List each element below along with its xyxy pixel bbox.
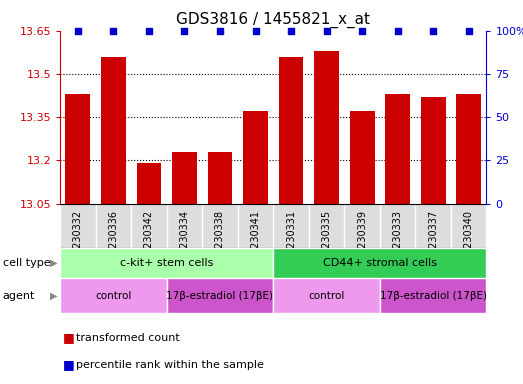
Point xyxy=(429,28,437,34)
Text: transformed count: transformed count xyxy=(76,333,179,343)
Text: cell type: cell type xyxy=(3,258,50,268)
Text: GSM230336: GSM230336 xyxy=(108,210,118,269)
Point xyxy=(252,28,260,34)
Text: GSM230337: GSM230337 xyxy=(428,210,438,269)
Bar xyxy=(65,94,90,204)
Point xyxy=(393,28,402,34)
Text: ■: ■ xyxy=(63,331,74,344)
Text: agent: agent xyxy=(3,291,35,301)
Text: ▶: ▶ xyxy=(50,258,58,268)
Text: GSM230342: GSM230342 xyxy=(144,210,154,269)
Text: GSM230335: GSM230335 xyxy=(322,210,332,269)
Point xyxy=(109,28,118,34)
Bar xyxy=(350,111,374,204)
Text: percentile rank within the sample: percentile rank within the sample xyxy=(76,360,264,370)
Point xyxy=(216,28,224,34)
Text: GSM230340: GSM230340 xyxy=(463,210,474,269)
Bar xyxy=(167,278,274,313)
Point xyxy=(287,28,295,34)
Bar xyxy=(60,248,273,278)
Text: 17β-estradiol (17βE): 17β-estradiol (17βE) xyxy=(166,291,274,301)
Bar xyxy=(208,152,232,204)
Bar xyxy=(243,111,268,204)
Text: c-kit+ stem cells: c-kit+ stem cells xyxy=(120,258,213,268)
Bar xyxy=(314,51,339,204)
Point xyxy=(180,28,189,34)
Text: CD44+ stromal cells: CD44+ stromal cells xyxy=(323,258,437,268)
Text: GSM230333: GSM230333 xyxy=(393,210,403,269)
Bar xyxy=(456,94,481,204)
Bar xyxy=(60,278,167,313)
Text: ■: ■ xyxy=(63,358,74,371)
Bar xyxy=(279,56,303,204)
Text: 17β-estradiol (17βE): 17β-estradiol (17βE) xyxy=(380,291,486,301)
Bar xyxy=(273,248,486,278)
Text: GSM230334: GSM230334 xyxy=(179,210,189,269)
Text: GSM230331: GSM230331 xyxy=(286,210,296,269)
Text: GSM230339: GSM230339 xyxy=(357,210,367,269)
Bar xyxy=(137,163,162,204)
Bar xyxy=(380,278,486,313)
Bar xyxy=(420,97,446,204)
Bar xyxy=(60,204,486,248)
Point xyxy=(74,28,82,34)
Text: GSM230332: GSM230332 xyxy=(73,210,83,269)
Point xyxy=(145,28,153,34)
Bar xyxy=(273,278,380,313)
Text: GSM230338: GSM230338 xyxy=(215,210,225,269)
Point xyxy=(358,28,366,34)
Text: control: control xyxy=(309,291,345,301)
Title: GDS3816 / 1455821_x_at: GDS3816 / 1455821_x_at xyxy=(176,12,370,28)
Bar xyxy=(385,94,410,204)
Point xyxy=(322,28,331,34)
Text: control: control xyxy=(95,291,132,301)
Bar xyxy=(172,152,197,204)
Bar xyxy=(101,56,126,204)
Text: GSM230341: GSM230341 xyxy=(251,210,260,269)
Point xyxy=(464,28,473,34)
Text: ▶: ▶ xyxy=(50,291,58,301)
